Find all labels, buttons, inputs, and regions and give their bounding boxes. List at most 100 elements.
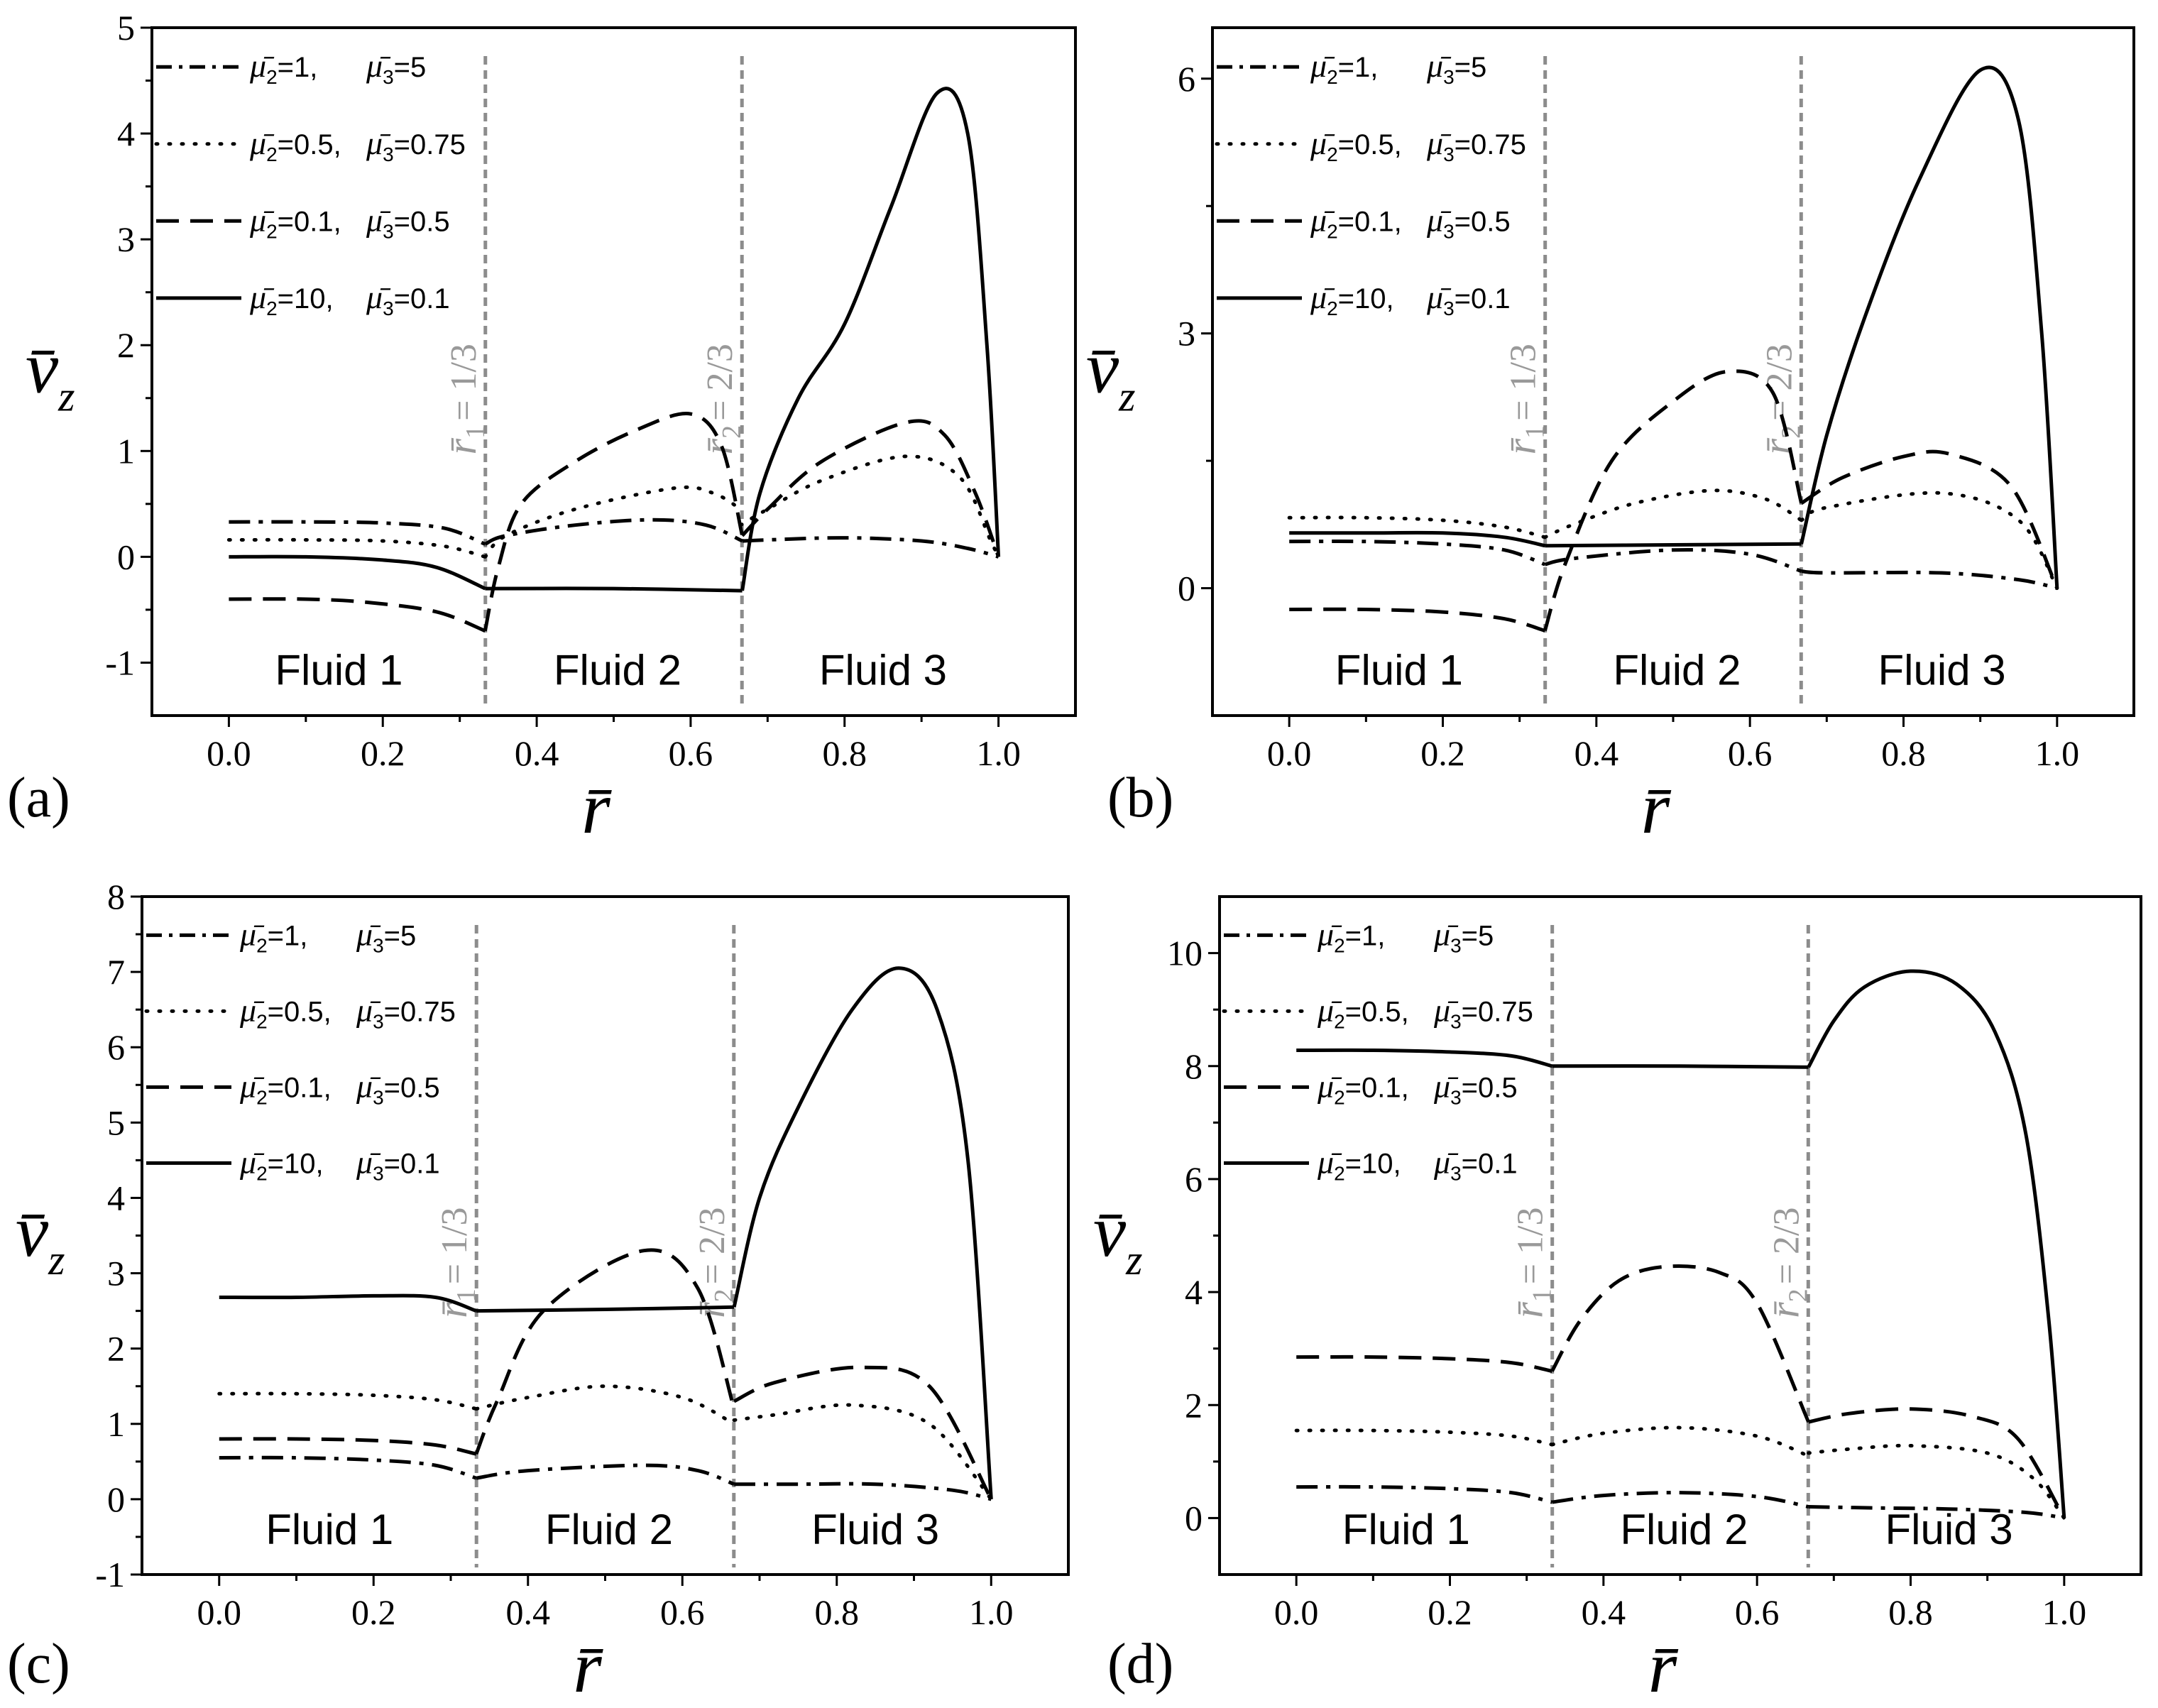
y-tick-label: 3	[107, 1254, 125, 1293]
fluid-label-1: Fluid 1	[1342, 1506, 1470, 1553]
mu-subscript: 2	[256, 1162, 268, 1184]
series-dashed	[1296, 1264, 2066, 1519]
y-tick-label: 5	[117, 8, 135, 48]
mu2-value: =0.5,	[1345, 996, 1409, 1027]
x-tick-label: 1.0	[976, 733, 1021, 773]
mu3-value: =5	[384, 920, 417, 951]
fluid-label-3: Fluid 3	[811, 1506, 939, 1553]
x-tick-label: 0.2	[1420, 733, 1465, 773]
radius-subscript: 1	[461, 425, 491, 439]
radius-value: = 2/3	[1766, 1208, 1807, 1285]
mu2-value: =10,	[268, 1148, 324, 1179]
curve-segment-fluid-1	[219, 1293, 477, 1313]
series-dashdot	[1289, 540, 2058, 591]
mu2-value: =0.1,	[278, 206, 341, 237]
mu3-value: =0.1	[1455, 283, 1511, 314]
legend-entry-mu3: μ̄3=5	[356, 916, 416, 956]
mu2-value: =0.5,	[268, 996, 332, 1027]
mu2-value: =0.1,	[268, 1072, 332, 1103]
curve-segment-fluid-2	[1550, 1264, 1810, 1423]
curve-segment-fluid-3	[738, 454, 1001, 559]
curve-segment-fluid-1	[229, 597, 486, 633]
mu3-value: =5	[394, 52, 427, 83]
fluid-label-1: Fluid 1	[265, 1506, 393, 1553]
fluid-label-2: Fluid 2	[554, 646, 681, 694]
legend-entry-mu3: μ̄3=0.1	[356, 1144, 440, 1184]
mu3-value: =0.5	[384, 1072, 440, 1103]
y-tick-label: 1	[107, 1404, 125, 1444]
y-tick-label: 4	[107, 1178, 125, 1217]
legend-entry: μ̄2=10,	[1310, 279, 1394, 319]
fluid-label-1: Fluid 1	[1335, 646, 1463, 694]
curve-segment-fluid-2	[1543, 369, 1804, 632]
y-axis-subscript: z	[57, 373, 75, 420]
mu-subscript: 3	[1443, 66, 1455, 88]
y-tick-label: 0	[1178, 569, 1195, 608]
y-tick-label: 10	[1167, 934, 1203, 973]
radius-symbol: r̄	[1754, 437, 1800, 455]
y-tick-label: 2	[1185, 1385, 1203, 1425]
legend-entry-mu3: μ̄3=0.5	[1426, 202, 1511, 242]
mu-subscript: 3	[1450, 1086, 1462, 1108]
legend-entry: μ̄2=0.1,	[249, 202, 341, 242]
y-tick-label: 0	[1185, 1498, 1203, 1538]
curve-segment-fluid-3	[742, 536, 999, 559]
mu-subscript: 3	[383, 66, 394, 88]
radius-symbol: r̄	[1506, 1301, 1552, 1318]
x-tick-label: 0.0	[1267, 733, 1312, 773]
y-axis-subscript: z	[1118, 373, 1135, 420]
legend-entry: μ̄2=10,	[239, 1144, 324, 1184]
legend-entry-mu3: μ̄3=0.5	[366, 202, 450, 242]
curve-segment-fluid-2	[476, 1463, 735, 1487]
mu3-value: =0.1	[1462, 1148, 1518, 1179]
curve-segment-fluid-1	[1294, 1428, 1554, 1447]
mu-subscript: 2	[1327, 220, 1338, 242]
y-tick-label: 0	[117, 537, 135, 576]
series-dashed	[1289, 369, 2059, 633]
x-tick-label: 0.4	[1574, 733, 1619, 773]
y-tick-label: 2	[117, 325, 135, 365]
fluid-label-2: Fluid 2	[1613, 646, 1741, 694]
curve-segment-fluid-3	[732, 966, 993, 1500]
legend-entry-mu3: μ̄3=0.1	[1433, 1144, 1518, 1184]
legend-entry: μ̄2=0.5,	[239, 992, 332, 1032]
legend-entry: μ̄2=1,	[1317, 916, 1385, 956]
x-tick-label: 1.0	[2042, 1592, 2087, 1632]
legend-entry: μ̄2=10,	[1317, 1144, 1401, 1184]
curve-segment-fluid-1	[1289, 530, 1545, 548]
curve-segment-fluid-1	[1289, 540, 1546, 566]
x-tick-label: 0.2	[351, 1592, 396, 1632]
radius-subscript: 2	[1783, 1288, 1813, 1302]
curve-segment-fluid-3	[1800, 449, 2059, 589]
radius-value: = 1/3	[434, 1208, 475, 1285]
series-solid	[229, 87, 1001, 593]
radius-subscript: 2	[709, 1288, 739, 1302]
curve-segment-fluid-3	[1807, 1443, 2066, 1520]
radius-value: = 1/3	[444, 344, 484, 421]
x-tick-label: 0.0	[1274, 1592, 1319, 1632]
series-dotted	[1287, 488, 2059, 591]
radius-value: = 2/3	[700, 344, 740, 421]
x-axis-label: r̄	[1648, 1626, 1679, 1708]
y-tick-label: 8	[1185, 1046, 1203, 1086]
interface-annotation-2: r̄2= 2/3	[687, 1208, 739, 1318]
mu3-value: =5	[1455, 52, 1487, 83]
radius-subscript: 2	[1776, 425, 1806, 439]
curve-segment-fluid-3	[740, 87, 1001, 591]
mu3-value: =0.75	[394, 129, 466, 160]
x-tick-label: 0.2	[1428, 1592, 1472, 1632]
x-tick-label: 0.8	[1888, 1592, 1933, 1632]
series-dashdot	[219, 1455, 992, 1501]
mu2-value: =0.1,	[1338, 206, 1402, 237]
mu2-value: =1,	[278, 52, 318, 83]
y-tick-label: -1	[105, 642, 135, 682]
x-axis-label: r̄	[573, 1626, 603, 1708]
curve-segment-fluid-2	[483, 412, 745, 632]
series-dashdot	[229, 518, 999, 559]
mu-subscript: 3	[1450, 934, 1462, 956]
curve-segment-fluid-1	[217, 1391, 478, 1411]
